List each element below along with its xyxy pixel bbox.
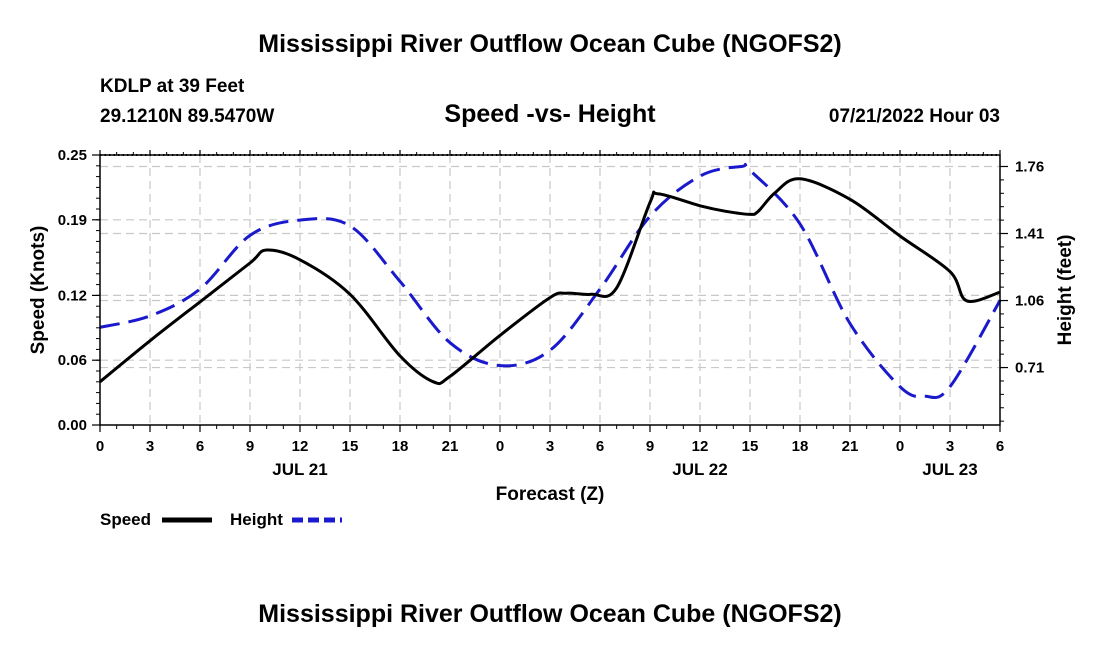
y-right-tick-label: 1.06 bbox=[1015, 293, 1044, 310]
y-left-axis-label: Speed (Knots) bbox=[28, 226, 49, 355]
axes: 0 3 6 9 12 15 18 21 0 3 6 9 12 15 18 21 0 3 6 JUL 21 JUL 22 J… bbox=[58, 147, 1044, 479]
x-tick-label: 15 bbox=[342, 438, 359, 455]
y-right-tick-label: 1.76 bbox=[1015, 158, 1044, 175]
x-tick-label: 6 bbox=[196, 438, 204, 455]
y-right-tick-label: 1.41 bbox=[1015, 226, 1044, 243]
legend-label-speed: Speed bbox=[100, 510, 151, 529]
x-tick-label: 12 bbox=[692, 438, 709, 455]
x-tick-label: 3 bbox=[546, 438, 554, 455]
location-label: 29.1210N 89.5470W bbox=[100, 106, 275, 127]
day-label: JUL 22 bbox=[672, 460, 727, 479]
x-tick-label: 12 bbox=[292, 438, 309, 455]
x-tick-label: 3 bbox=[146, 438, 154, 455]
x-tick-label: 21 bbox=[442, 438, 459, 455]
y-right-tick-label: 0.71 bbox=[1015, 360, 1044, 377]
x-tick-label: 15 bbox=[742, 438, 759, 455]
station-label: KDLP at 39 Feet bbox=[100, 76, 245, 97]
day-label: JUL 21 bbox=[272, 460, 327, 479]
x-tick-label: 6 bbox=[596, 438, 604, 455]
y-left-tick-label: 0.19 bbox=[58, 212, 87, 229]
y-right-axis-label: Height (feet) bbox=[1055, 235, 1076, 346]
x-tick-label: 9 bbox=[246, 438, 254, 455]
date-label: 07/21/2022 Hour 03 bbox=[828, 106, 1000, 127]
x-tick-label: 0 bbox=[496, 438, 504, 455]
y-left-tick-label: 0.06 bbox=[58, 352, 87, 369]
chart-title: Mississippi River Outflow Ocean Cube (NG… bbox=[258, 30, 842, 58]
day-label: JUL 23 bbox=[922, 460, 977, 479]
x-axis-label: Forecast (Z) bbox=[496, 484, 605, 505]
x-tick-label: 3 bbox=[946, 438, 954, 455]
x-tick-label: 18 bbox=[392, 438, 409, 455]
y-left-tick-label: 0.00 bbox=[58, 417, 87, 434]
chart-subtitle: Speed -vs- Height bbox=[444, 100, 656, 128]
series-line-speed bbox=[99, 177, 1001, 386]
grid bbox=[100, 155, 1000, 425]
x-tick-label: 0 bbox=[896, 438, 904, 455]
legend-label-height: Height bbox=[230, 510, 283, 529]
x-tick-label: 9 bbox=[646, 438, 654, 455]
x-tick-label: 21 bbox=[842, 438, 859, 455]
series-line-height bbox=[99, 162, 1002, 399]
x-tick-label: 18 bbox=[792, 438, 809, 455]
legend: Speed Height bbox=[100, 510, 342, 529]
series-layer bbox=[99, 162, 1002, 399]
x-tick-label: 0 bbox=[96, 438, 104, 455]
x-tick-label: 6 bbox=[996, 438, 1004, 455]
footer-title: Mississippi River Outflow Ocean Cube (NG… bbox=[258, 600, 842, 628]
y-left-tick-label: 0.12 bbox=[58, 287, 87, 304]
y-left-tick-label: 0.25 bbox=[58, 147, 87, 164]
